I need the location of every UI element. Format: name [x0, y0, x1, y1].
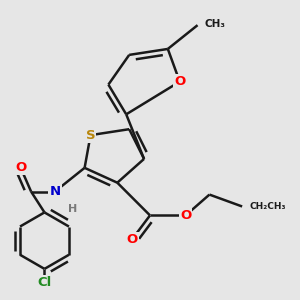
- Text: CH₃: CH₃: [205, 19, 226, 29]
- Text: CH₂CH₃: CH₂CH₃: [250, 202, 286, 211]
- Text: O: O: [174, 75, 185, 88]
- Text: O: O: [127, 233, 138, 246]
- Text: N: N: [49, 185, 61, 198]
- Text: O: O: [180, 209, 191, 222]
- Text: S: S: [86, 129, 95, 142]
- Text: H: H: [68, 204, 77, 214]
- Text: O: O: [15, 161, 26, 174]
- Text: Cl: Cl: [38, 276, 52, 289]
